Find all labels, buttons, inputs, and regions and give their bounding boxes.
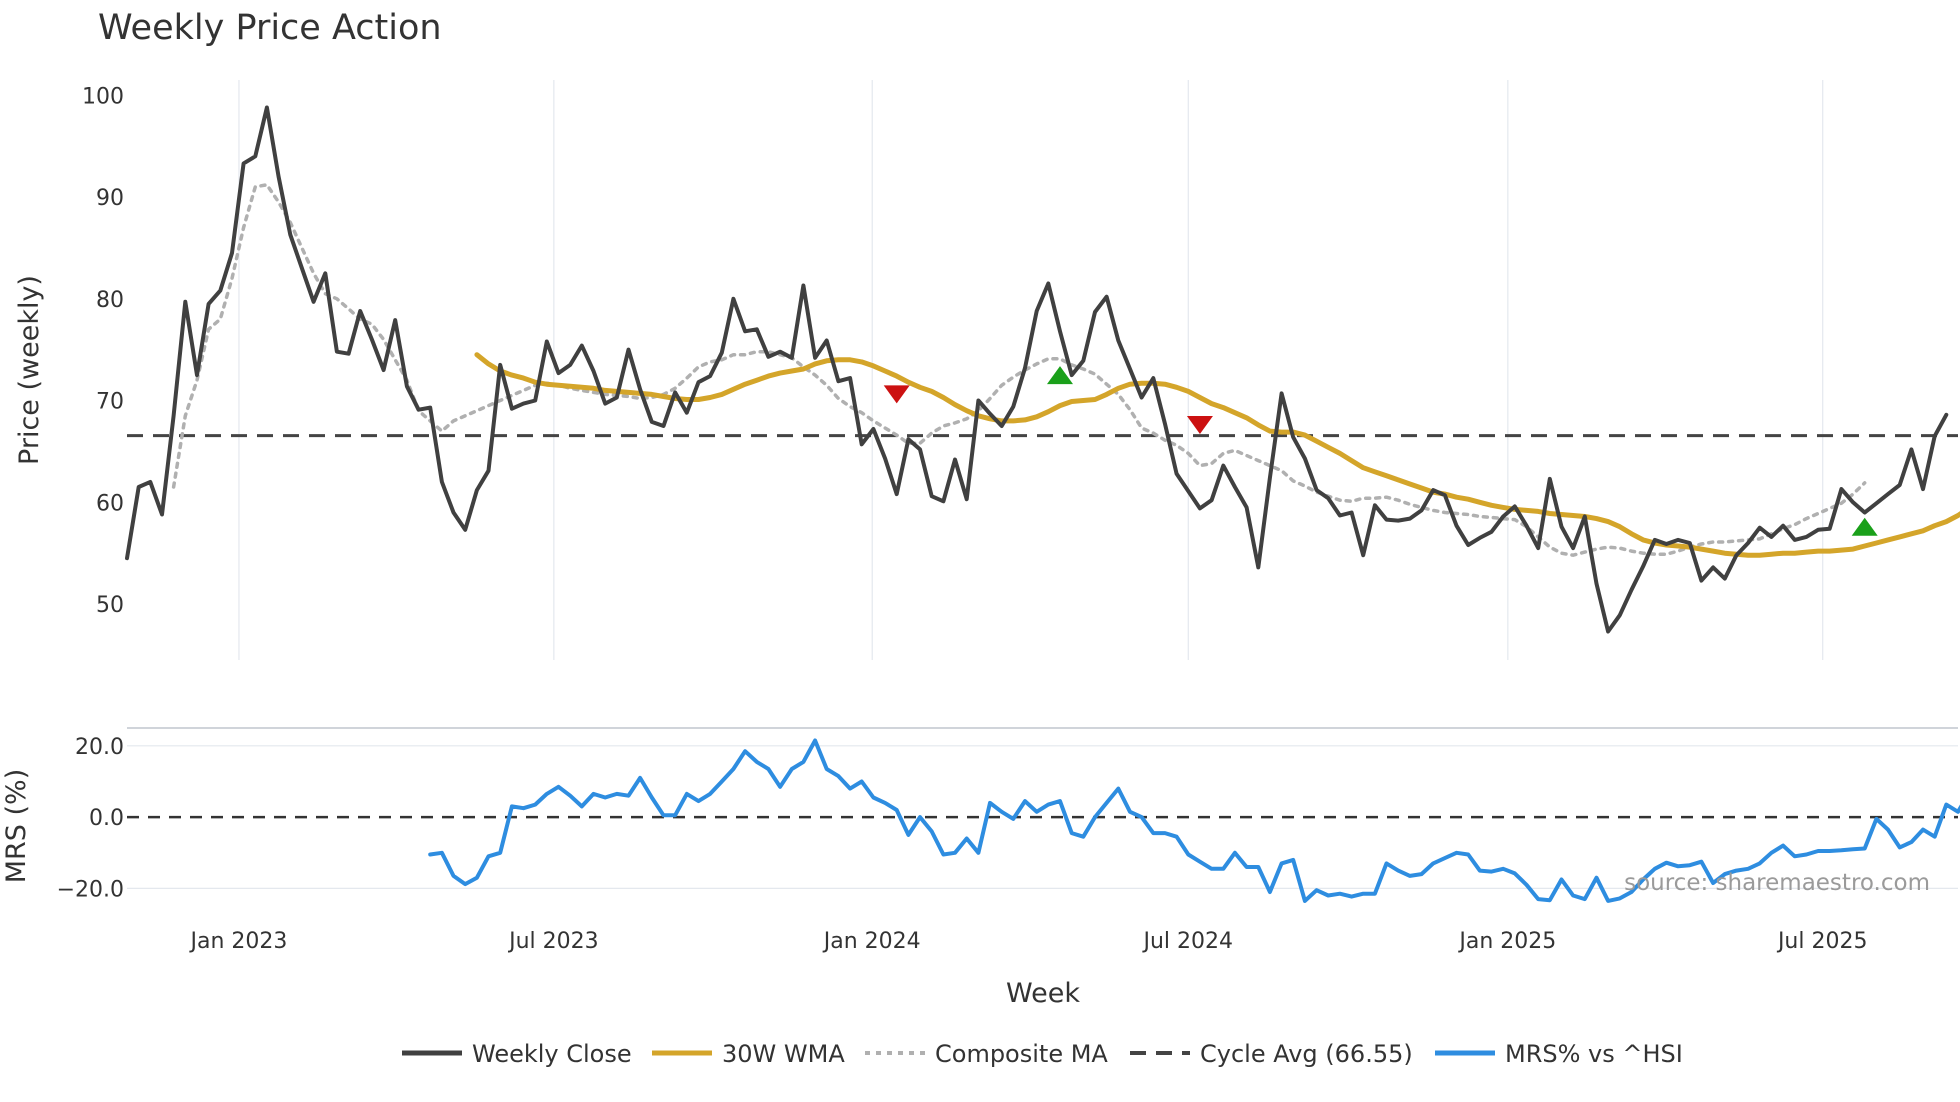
mrs-y-tick-1: 0.0 [89, 806, 124, 831]
x-tick-4: Jan 2025 [1457, 929, 1556, 954]
price-y-axis-label: Price (weekly) [14, 275, 45, 465]
mrs-y-tick-0: 20.0 [75, 735, 124, 760]
weekly-close-line [125, 105, 1949, 634]
watermark-text: source: sharemaestro.com [1624, 870, 1930, 896]
buy-signal-marker-3 [1851, 517, 1878, 536]
mrs-grid [127, 727, 1958, 889]
legend: Weekly Close 30W WMA Composite MA Cycle Avg… [402, 1040, 1683, 1068]
x-axis: Jan 2023 Jul 2023 Jan 2024 Jul 2024 Jan 2025… [189, 929, 1868, 954]
legend-label-1: 30W WMA [722, 1040, 845, 1068]
x-axis-label: Week [1006, 978, 1080, 1009]
mrs-y-tick-2: −20.0 [57, 877, 124, 902]
mrs-series-lines [428, 738, 1960, 903]
legend-item-2: Composite MA [865, 1040, 1108, 1068]
x-tick-0: Jan 2023 [189, 929, 288, 954]
price-panel: 50 60 70 80 90 100 Price (weekly) [14, 80, 1960, 660]
legend-label-4: MRS% vs ^HSI [1505, 1040, 1683, 1068]
price-y-tick-70: 70 [96, 390, 124, 415]
buy-signal-marker-1 [1046, 366, 1073, 385]
mrs-y-axis-label: MRS (%) [1, 769, 32, 884]
x-tick-3: Jul 2024 [1142, 929, 1234, 954]
legend-item-4: MRS% vs ^HSI [1435, 1040, 1683, 1068]
mrs-y-ticks: 20.0 0.0 −20.0 [57, 735, 124, 903]
price-y-tick-60: 60 [96, 491, 124, 516]
x-tick-1: Jul 2023 [507, 929, 599, 954]
composite-ma-line [171, 183, 1867, 557]
wma-30w-line [474, 352, 1960, 558]
price-y-tick-90: 90 [96, 186, 124, 211]
legend-label-2: Composite MA [935, 1040, 1108, 1068]
price-y-tick-100: 100 [82, 84, 124, 109]
legend-label-0: Weekly Close [472, 1040, 632, 1068]
x-tick-5: Jul 2025 [1776, 929, 1868, 954]
legend-item-0: Weekly Close [402, 1040, 632, 1068]
legend-item-1: 30W WMA [652, 1040, 845, 1068]
price-y-tick-50: 50 [96, 593, 124, 618]
sell-signal-marker-2 [1186, 415, 1213, 434]
price-grid [238, 80, 1824, 660]
price-y-ticks: 50 60 70 80 90 100 [82, 84, 124, 618]
legend-label-3: Cycle Avg (66.55) [1200, 1040, 1413, 1068]
mrs-line [428, 738, 1960, 903]
chart-title: Weekly Price Action [98, 8, 442, 48]
legend-item-3: Cycle Avg (66.55) [1130, 1040, 1413, 1068]
mrs-panel: 20.0 0.0 −20.0 MRS (%) source: sharemaestr… [1, 727, 1960, 903]
signal-markers [883, 366, 1878, 536]
price-series-lines [125, 105, 1960, 634]
x-tick-2: Jan 2024 [822, 929, 921, 954]
sell-signal-marker-0 [883, 385, 910, 404]
price-y-tick-80: 80 [96, 288, 124, 313]
